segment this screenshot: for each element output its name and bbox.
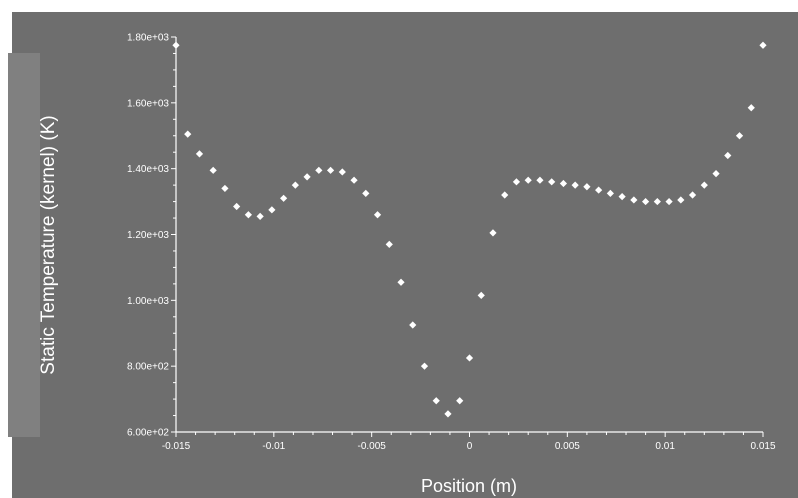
data-point	[326, 166, 335, 174]
data-point	[724, 151, 732, 160]
data-point	[665, 197, 673, 206]
data-point	[735, 132, 744, 140]
data-point	[338, 168, 346, 176]
data-point	[221, 184, 229, 193]
data-point	[571, 181, 579, 189]
data-point	[618, 193, 626, 201]
tick-labels: 6.00e+02 8.00e+02 1.00e+03 1.20e+03 1.40e+03…	[127, 33, 776, 453]
data-point	[303, 173, 311, 181]
data-point	[536, 176, 544, 184]
data-point	[677, 196, 685, 204]
x-tick-label: 0.015	[750, 441, 775, 452]
data-point	[583, 183, 591, 191]
y-tick-label: 1.60e+03	[127, 98, 169, 109]
x-tick-label: -0.015	[162, 441, 191, 452]
data-point	[256, 212, 264, 220]
x-tick-label: 0.01	[655, 441, 675, 452]
data-point	[172, 41, 180, 49]
data-point	[397, 278, 405, 286]
data-point	[444, 410, 452, 418]
data-point	[465, 354, 474, 362]
data-point	[195, 150, 204, 158]
x-tick-label: 0.005	[555, 441, 580, 452]
data-point	[559, 179, 568, 188]
data-point	[280, 194, 288, 202]
data-point	[606, 189, 614, 197]
data-point	[524, 176, 532, 184]
data-point	[700, 181, 708, 189]
data-point	[712, 170, 720, 178]
y-tick-label: 1.00e+03	[127, 296, 169, 307]
data-point	[244, 211, 252, 219]
y-tick-label: 1.40e+03	[127, 164, 169, 175]
y-axis-title: Static Temperature (kernel) (K)	[38, 115, 59, 374]
data-point	[548, 178, 556, 186]
data-point	[501, 191, 509, 199]
y-tick-label: 1.80e+03	[127, 33, 169, 44]
data-point	[456, 397, 464, 405]
data-point	[315, 166, 323, 174]
data-point	[432, 397, 440, 405]
y-tick-label: 1.20e+03	[127, 230, 169, 241]
data-point	[291, 181, 299, 189]
data-point	[688, 191, 697, 199]
data-point	[595, 186, 603, 194]
data-point	[477, 291, 485, 299]
axes	[171, 36, 764, 437]
y-tick-label: 6.00e+02	[127, 428, 169, 439]
data-point	[512, 178, 521, 186]
plot-panel	[12, 12, 798, 498]
data-point	[233, 202, 241, 211]
data-point	[747, 104, 755, 112]
x-tick-label: -0.005	[357, 441, 386, 452]
data-point	[362, 189, 370, 197]
data-point	[373, 211, 382, 219]
data-point	[653, 197, 661, 206]
data-point	[630, 196, 638, 204]
data-point	[209, 166, 217, 174]
data-point	[759, 41, 767, 49]
x-tick-label: -0.01	[262, 441, 285, 452]
y-axis-title-background	[8, 53, 40, 437]
data-point	[350, 176, 358, 184]
data-point	[489, 229, 497, 237]
data-point	[184, 130, 192, 138]
y-tick-label: 8.00e+02	[127, 362, 169, 373]
data-points	[172, 41, 767, 418]
x-tick-label: 0	[467, 441, 473, 452]
data-point	[420, 362, 429, 370]
data-point	[642, 197, 650, 206]
data-point	[385, 240, 393, 248]
data-point	[268, 206, 276, 214]
x-axis-title: Position (m)	[421, 476, 517, 496]
data-point	[409, 321, 417, 329]
